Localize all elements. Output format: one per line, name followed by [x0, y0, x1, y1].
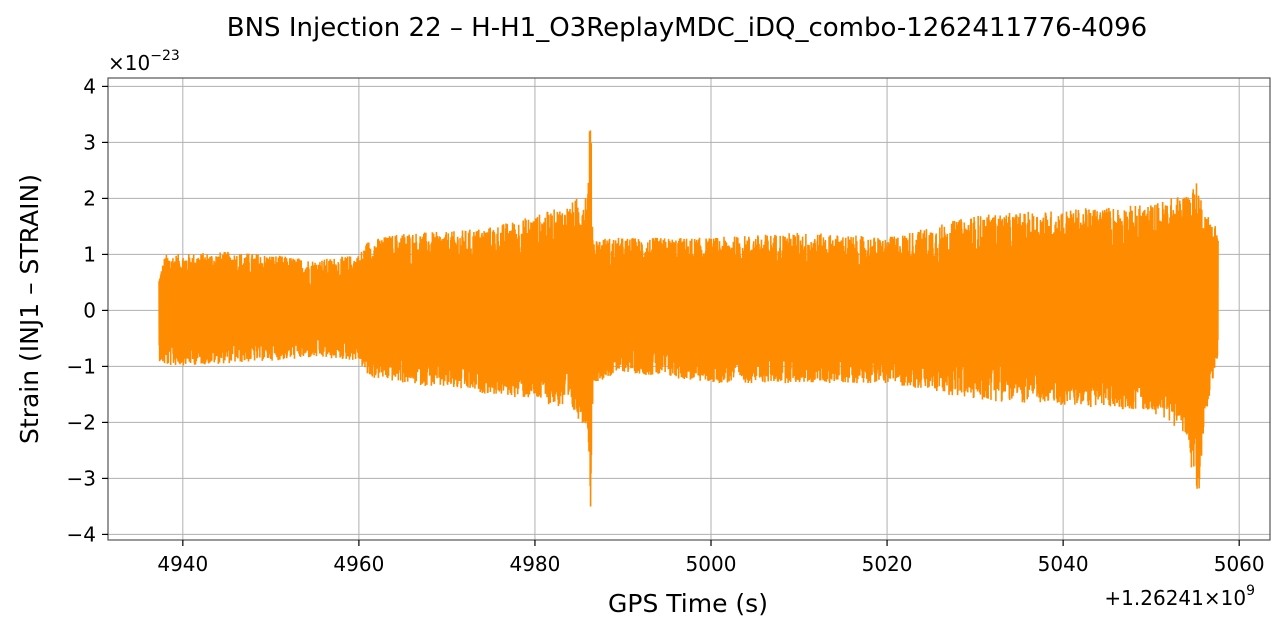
x-tick-label: 5020 [862, 552, 913, 576]
y-tick-label: −4 [67, 522, 96, 546]
y-axis: 4 3 2 1 0 −1 −2 −3 −4 [67, 74, 108, 546]
y-tick-label: 1 [83, 242, 96, 266]
plot-frame [107, 77, 1271, 541]
x-offset-base: +1.26241×10 [1104, 586, 1246, 610]
y-scale-exponent: −23 [150, 48, 180, 64]
x-axis: 4940 4960 4980 5000 5020 5040 5060 [157, 540, 1265, 576]
x-offset-exponent: 9 [1246, 583, 1255, 599]
y-tick-label: −1 [67, 354, 96, 378]
x-axis-label: GPS Time (s) [608, 589, 768, 618]
x-tick-label: 4940 [157, 552, 208, 576]
x-tick-label: 5060 [1214, 552, 1265, 576]
y-scale-base: ×10 [108, 51, 150, 75]
x-tick-label: 5040 [1038, 552, 1089, 576]
y-tick-label: 4 [83, 74, 96, 98]
y-tick-label: −2 [67, 410, 96, 434]
y-scale-label: ×10−23 [108, 48, 180, 75]
x-tick-label: 4980 [509, 552, 560, 576]
strain-line [158, 130, 1219, 507]
x-tick-label: 5000 [686, 552, 737, 576]
y-tick-label: 3 [83, 130, 96, 154]
x-offset-label: +1.26241×109 [1104, 583, 1255, 610]
signal-series [158, 130, 1219, 507]
chart-title: BNS Injection 22 – H-H1_O3ReplayMDC_iDQ_… [227, 13, 1147, 43]
y-tick-label: −3 [67, 466, 96, 490]
x-tick-label: 4960 [333, 552, 384, 576]
y-axis-label: Strain (INJ1 – STRAIN) [15, 174, 44, 444]
y-tick-label: 0 [83, 298, 96, 322]
y-tick-label: 2 [83, 186, 96, 210]
